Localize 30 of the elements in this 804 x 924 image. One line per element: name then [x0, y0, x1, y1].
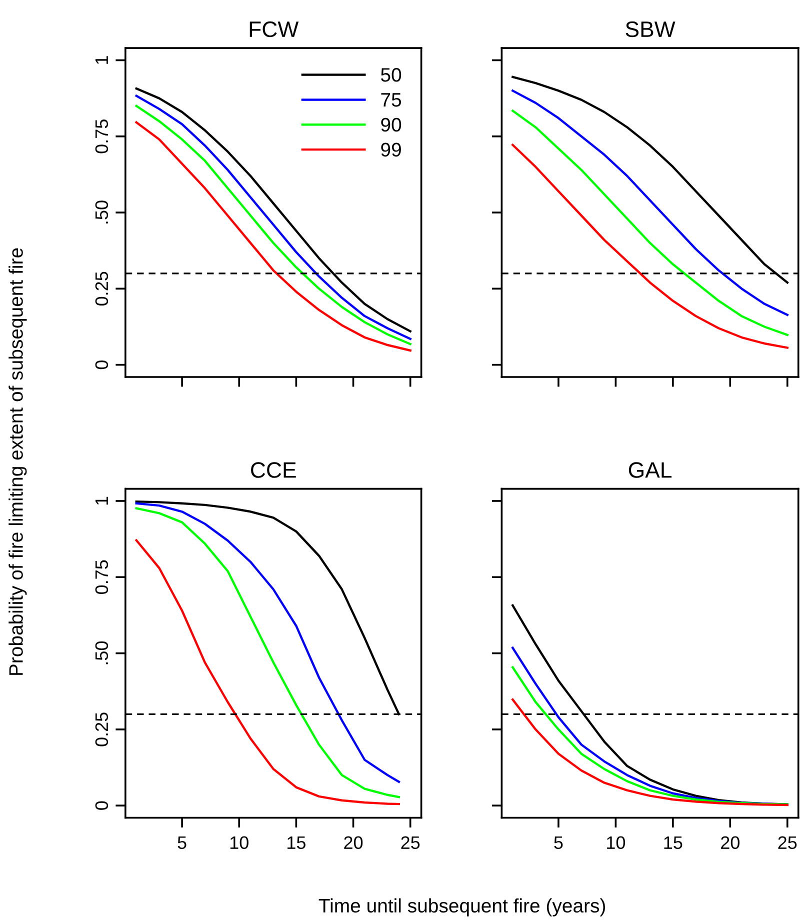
- y-tick-label: .50: [95, 641, 108, 664]
- y-tick-label: 0.25: [95, 712, 108, 746]
- x-tick-label: 25: [401, 836, 420, 850]
- legend-label: 75: [381, 93, 402, 107]
- legend-label: 90: [381, 118, 402, 132]
- y-tick-label: 1: [95, 56, 108, 64]
- y-tick-label: 0.25: [95, 272, 108, 306]
- x-tick-label: 25: [778, 836, 797, 850]
- x-tick-label: 20: [344, 836, 363, 850]
- chart-title: GAL: [628, 462, 672, 478]
- y-tick-label: .50: [95, 200, 108, 224]
- x-tick-label: 10: [607, 836, 626, 850]
- legend-label: 50: [381, 68, 402, 82]
- y-tick-label: 0: [95, 801, 108, 810]
- x-tick-label: 5: [178, 836, 186, 850]
- legend-label: 99: [381, 142, 401, 157]
- x-tick-label: 15: [664, 836, 682, 850]
- chart-title: FCW: [250, 21, 299, 38]
- x-tick-label: 15: [288, 836, 306, 850]
- chart-title: SBW: [626, 21, 676, 38]
- y-tick-label: 0: [95, 360, 108, 370]
- x-tick-label: 10: [230, 836, 248, 850]
- y-tick-label: 0.75: [95, 120, 108, 154]
- y-tick-label: 1: [95, 496, 108, 505]
- y-axis-title: Probability of fire limiting extent of subsequent fire: [8, 248, 27, 675]
- x-tick-label: 20: [721, 836, 740, 850]
- x-tick-label: 5: [554, 836, 563, 850]
- chart-title: CCE: [251, 462, 296, 478]
- x-axis-title: Time until subsequent fire (years): [318, 898, 606, 916]
- y-tick-label: 0.75: [95, 560, 108, 594]
